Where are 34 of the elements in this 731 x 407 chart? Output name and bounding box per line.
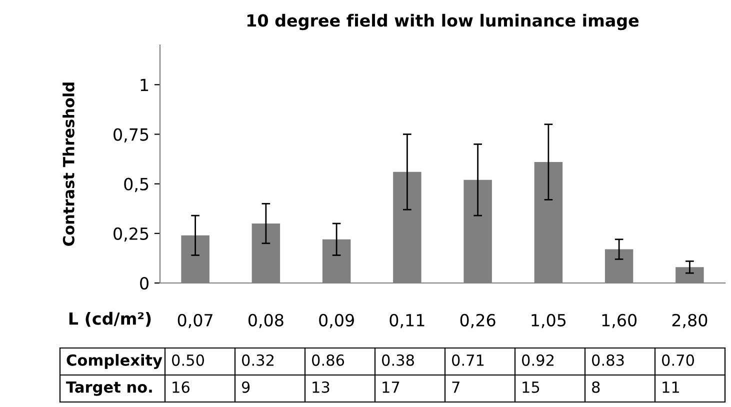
x-tick-label: 0,26 xyxy=(460,314,496,328)
y-tick-label: 0,75 xyxy=(114,128,148,143)
text: Target no. xyxy=(66,381,152,396)
text: 0.71 xyxy=(452,354,484,366)
text: 15 xyxy=(522,382,540,393)
y-tick-label: 1 xyxy=(140,78,148,91)
text: 11 xyxy=(662,382,680,393)
x-tick-label: 1,05 xyxy=(532,314,566,328)
text: 13 xyxy=(312,381,330,393)
y-tick-label: 0 xyxy=(140,276,148,290)
text: 17 xyxy=(382,382,400,393)
text: 0.83 xyxy=(592,354,624,366)
text: 0.32 xyxy=(242,354,274,366)
text: 7 xyxy=(452,382,460,393)
x-tick-label: 0,07 xyxy=(178,314,212,328)
x-tick-label: 0,09 xyxy=(319,314,354,328)
y-axis-title: Contrast Threshold xyxy=(62,82,74,246)
x-tick-label: 2,80 xyxy=(672,314,708,328)
text: 16 xyxy=(172,381,190,393)
x-tick-label: 0,08 xyxy=(248,314,284,328)
x-tick-label: 1,60 xyxy=(602,314,637,328)
chart-title: 10 degree field with low luminance image xyxy=(247,14,639,30)
y-tick-label: 0,5 xyxy=(124,178,148,192)
text: 8 xyxy=(592,381,600,393)
text: 0.86 xyxy=(312,354,344,366)
text: Complexity xyxy=(66,354,162,369)
text: 0.70 xyxy=(662,354,694,366)
text: 0.38 xyxy=(382,354,414,366)
text: 0.92 xyxy=(522,354,554,366)
text: 0.50 xyxy=(172,354,204,366)
x-tick-label: 0,11 xyxy=(390,314,424,328)
y-tick-label: 0,25 xyxy=(114,227,148,242)
x-axis-title: L (cd/m²) xyxy=(69,312,151,327)
text: 9 xyxy=(242,381,250,393)
